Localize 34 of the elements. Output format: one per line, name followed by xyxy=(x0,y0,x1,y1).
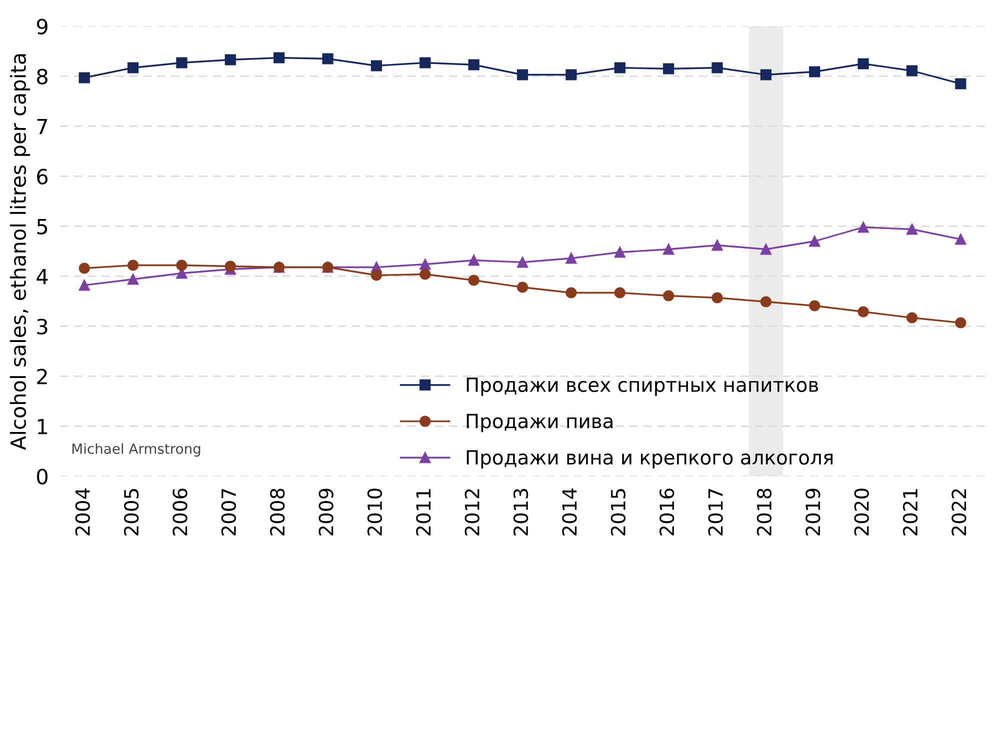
x-tick-label: 2006 xyxy=(172,488,188,536)
y-tick-label: 2 xyxy=(37,368,47,384)
x-tick-label: 2015 xyxy=(610,489,626,536)
y-tick-label: 8 xyxy=(37,68,48,84)
x-tick-label: 2018 xyxy=(756,488,772,536)
x-tick-label: 2014 xyxy=(562,488,577,536)
x-tick-label: 2020 xyxy=(854,488,869,536)
x-tick-label: 2011 xyxy=(416,489,431,536)
x-tick-label: 2013 xyxy=(513,488,528,536)
x-tick-label: 2012 xyxy=(464,489,480,536)
legend-label: Продажи пива xyxy=(466,414,612,432)
x-tick-label: 2021 xyxy=(902,489,918,536)
x-tick-label: 2016 xyxy=(659,488,674,536)
y-tick-label: 4 xyxy=(36,268,48,284)
y-tick-label: 1 xyxy=(38,418,47,434)
x-tick-label: 2005 xyxy=(124,489,139,536)
legend-label: Продажи всех спиртных напитков xyxy=(466,378,818,396)
x-tick-label: 2009 xyxy=(318,488,334,536)
x-tick-label: 2007 xyxy=(221,489,236,536)
y-tick-label: 5 xyxy=(37,218,48,234)
y-tick-label: 9 xyxy=(36,18,48,34)
x-tick-label: 2017 xyxy=(708,489,723,536)
y-tick-label: 3 xyxy=(37,318,48,334)
y-axis-title: Alcohol sales, ethanol litres per capita xyxy=(10,54,30,450)
y-tick-label: 0 xyxy=(37,468,48,484)
y-tick-label: 7 xyxy=(37,118,48,134)
x-tick-label: 2022 xyxy=(952,489,966,536)
legend-label: Продажи вина и крепкого алкоголя xyxy=(466,450,832,468)
x-tick-label: 2004 xyxy=(75,488,90,536)
y-tick-label: 6 xyxy=(37,168,48,184)
x-tick-label: 2010 xyxy=(367,488,382,536)
x-tick-label: 2019 xyxy=(806,488,820,536)
x-tick-label: 2008 xyxy=(270,488,285,536)
annotation: Michael Armstrong xyxy=(72,443,200,457)
